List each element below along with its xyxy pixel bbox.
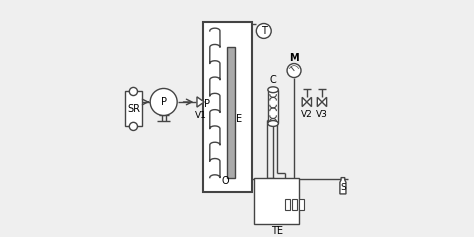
Text: SR: SR — [127, 104, 140, 114]
Circle shape — [287, 64, 301, 77]
Text: P: P — [161, 97, 167, 107]
Bar — [125, 91, 142, 126]
Circle shape — [150, 88, 177, 115]
Ellipse shape — [129, 122, 137, 131]
Text: C: C — [270, 75, 276, 85]
Circle shape — [256, 23, 271, 38]
Text: E: E — [236, 114, 242, 124]
Text: O: O — [221, 176, 229, 186]
Polygon shape — [302, 97, 307, 107]
Bar — [255, 178, 299, 224]
Polygon shape — [322, 97, 327, 107]
Polygon shape — [317, 97, 322, 107]
Text: V2: V2 — [301, 110, 313, 119]
Bar — [268, 90, 278, 123]
Ellipse shape — [268, 121, 278, 126]
Bar — [285, 199, 290, 210]
Ellipse shape — [268, 87, 278, 93]
Text: TE: TE — [271, 226, 283, 236]
Bar — [299, 199, 304, 210]
Polygon shape — [340, 178, 346, 194]
Text: T: T — [261, 26, 267, 36]
Polygon shape — [197, 97, 204, 107]
Text: V3: V3 — [316, 110, 328, 119]
Polygon shape — [307, 97, 311, 107]
Text: S: S — [340, 183, 346, 192]
Ellipse shape — [129, 87, 137, 96]
Text: V1: V1 — [195, 111, 207, 120]
Bar — [227, 47, 236, 178]
Text: M: M — [289, 53, 299, 63]
Bar — [203, 22, 252, 191]
Text: P: P — [204, 99, 210, 109]
Bar — [292, 199, 297, 210]
